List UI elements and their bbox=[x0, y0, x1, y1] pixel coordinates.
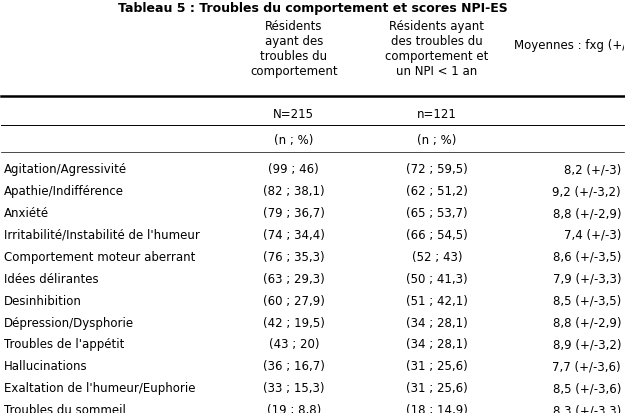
Text: (51 ; 42,1): (51 ; 42,1) bbox=[406, 294, 468, 308]
Text: Idées délirantes: Idées délirantes bbox=[4, 273, 99, 286]
Text: 8,6 (+/-3,5): 8,6 (+/-3,5) bbox=[552, 251, 621, 264]
Text: (34 ; 28,1): (34 ; 28,1) bbox=[406, 317, 468, 330]
Text: (72 ; 59,5): (72 ; 59,5) bbox=[406, 163, 468, 176]
Text: 8,8 (+/-2,9): 8,8 (+/-2,9) bbox=[552, 207, 621, 220]
Text: Troubles du sommeil: Troubles du sommeil bbox=[4, 404, 126, 413]
Text: (62 ; 51,2): (62 ; 51,2) bbox=[406, 185, 468, 198]
Text: 7,4 (+/-3): 7,4 (+/-3) bbox=[564, 229, 621, 242]
Text: (19 ; 8,8): (19 ; 8,8) bbox=[267, 404, 321, 413]
Text: n=121: n=121 bbox=[417, 107, 457, 121]
Text: (31 ; 25,6): (31 ; 25,6) bbox=[406, 382, 468, 395]
Text: (43 ; 20): (43 ; 20) bbox=[269, 339, 319, 351]
Text: N=215: N=215 bbox=[273, 107, 314, 121]
Text: (n ; %): (n ; %) bbox=[418, 134, 457, 147]
Text: Dépression/Dysphorie: Dépression/Dysphorie bbox=[4, 317, 134, 330]
Text: Résidents
ayant des
troubles du
comportement: Résidents ayant des troubles du comporte… bbox=[250, 20, 338, 78]
Text: Irritabilité/Instabilité de l'humeur: Irritabilité/Instabilité de l'humeur bbox=[4, 229, 200, 242]
Text: (65 ; 53,7): (65 ; 53,7) bbox=[406, 207, 468, 220]
Text: Tableau 5 : Troubles du comportement et scores NPI-ES: Tableau 5 : Troubles du comportement et … bbox=[118, 2, 508, 15]
Text: Comportement moteur aberrant: Comportement moteur aberrant bbox=[4, 251, 195, 264]
Text: (74 ; 34,4): (74 ; 34,4) bbox=[263, 229, 325, 242]
Text: (36 ; 16,7): (36 ; 16,7) bbox=[263, 361, 325, 373]
Text: (34 ; 28,1): (34 ; 28,1) bbox=[406, 339, 468, 351]
Text: (99 ; 46): (99 ; 46) bbox=[269, 163, 319, 176]
Text: 8,3 (+/-3,3): 8,3 (+/-3,3) bbox=[553, 404, 621, 413]
Text: 7,9 (+/-3,3): 7,9 (+/-3,3) bbox=[552, 273, 621, 286]
Text: (33 ; 15,3): (33 ; 15,3) bbox=[263, 382, 324, 395]
Text: 8,2 (+/-3): 8,2 (+/-3) bbox=[564, 163, 621, 176]
Text: Hallucinations: Hallucinations bbox=[4, 361, 88, 373]
Text: Exaltation de l'humeur/Euphorie: Exaltation de l'humeur/Euphorie bbox=[4, 382, 196, 395]
Text: (66 ; 54,5): (66 ; 54,5) bbox=[406, 229, 468, 242]
Text: 8,5 (+/-3,5): 8,5 (+/-3,5) bbox=[553, 294, 621, 308]
Text: (31 ; 25,6): (31 ; 25,6) bbox=[406, 361, 468, 373]
Text: Agitation/Agressivité: Agitation/Agressivité bbox=[4, 163, 127, 176]
Text: 8,9 (+/-3,2): 8,9 (+/-3,2) bbox=[552, 339, 621, 351]
Text: 8,5 (+/-3,6): 8,5 (+/-3,6) bbox=[552, 382, 621, 395]
Text: Troubles de l'appétit: Troubles de l'appétit bbox=[4, 339, 124, 351]
Text: (42 ; 19,5): (42 ; 19,5) bbox=[263, 317, 325, 330]
Text: (76 ; 35,3): (76 ; 35,3) bbox=[263, 251, 324, 264]
Text: (18 ; 14,9): (18 ; 14,9) bbox=[406, 404, 468, 413]
Text: 7,7 (+/-3,6): 7,7 (+/-3,6) bbox=[552, 361, 621, 373]
Text: Apathie/Indifférence: Apathie/Indifférence bbox=[4, 185, 124, 198]
Text: (63 ; 29,3): (63 ; 29,3) bbox=[263, 273, 325, 286]
Text: Moyennes : fxg (+/-: Moyennes : fxg (+/- bbox=[514, 39, 625, 52]
Text: 8,8 (+/-2,9): 8,8 (+/-2,9) bbox=[552, 317, 621, 330]
Text: Anxiété: Anxiété bbox=[4, 207, 49, 220]
Text: Desinhibition: Desinhibition bbox=[4, 294, 82, 308]
Text: (50 ; 41,3): (50 ; 41,3) bbox=[406, 273, 468, 286]
Text: Résidents ayant
des troubles du
comportement et
un NPI < 1 an: Résidents ayant des troubles du comporte… bbox=[385, 20, 489, 78]
Text: (82 ; 38,1): (82 ; 38,1) bbox=[263, 185, 324, 198]
Text: (52 ; 43): (52 ; 43) bbox=[412, 251, 462, 264]
Text: 9,2 (+/-3,2): 9,2 (+/-3,2) bbox=[552, 185, 621, 198]
Text: (60 ; 27,9): (60 ; 27,9) bbox=[263, 294, 325, 308]
Text: (79 ; 36,7): (79 ; 36,7) bbox=[263, 207, 325, 220]
Text: (n ; %): (n ; %) bbox=[274, 134, 314, 147]
